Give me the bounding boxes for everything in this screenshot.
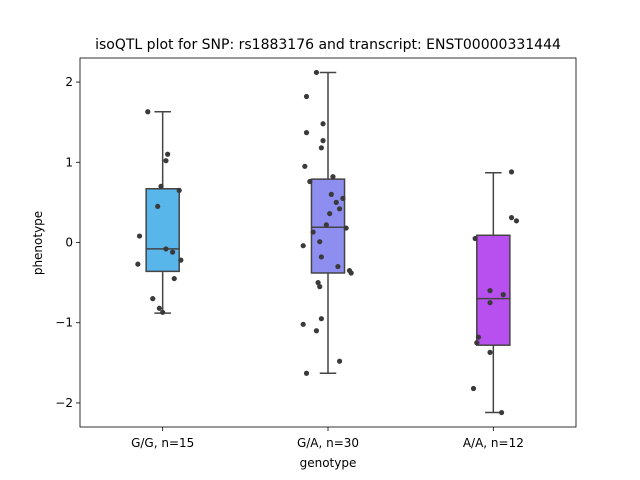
x-tick-label: G/A, n=30 bbox=[297, 436, 359, 450]
data-point bbox=[317, 239, 323, 245]
data-point bbox=[336, 206, 343, 212]
data-point bbox=[333, 199, 339, 205]
chart-title: isoQTL plot for SNP: rs1883176 and trans… bbox=[95, 37, 561, 53]
data-point bbox=[470, 385, 477, 392]
data-point bbox=[330, 174, 336, 180]
data-point bbox=[508, 169, 515, 175]
data-point bbox=[307, 178, 313, 185]
box-iqr bbox=[145, 188, 180, 273]
data-point bbox=[472, 235, 478, 242]
y-tick-label: 1 bbox=[65, 155, 73, 169]
data-point bbox=[323, 222, 329, 228]
y-axis-label: phenotype bbox=[31, 211, 45, 275]
data-point bbox=[474, 340, 480, 346]
data-point bbox=[343, 225, 349, 231]
data-point bbox=[487, 349, 493, 355]
data-point bbox=[499, 409, 505, 416]
data-point bbox=[318, 316, 324, 322]
data-point bbox=[163, 158, 169, 164]
data-point bbox=[318, 254, 324, 260]
data-point bbox=[145, 109, 151, 115]
y-tick-label: 2 bbox=[65, 75, 73, 89]
data-point bbox=[302, 163, 308, 169]
data-point bbox=[500, 292, 506, 298]
y-tick-label: −1 bbox=[55, 316, 73, 330]
data-point bbox=[158, 183, 164, 189]
data-point bbox=[150, 296, 156, 302]
data-point bbox=[178, 257, 184, 263]
data-point bbox=[513, 218, 520, 224]
data-point bbox=[135, 261, 141, 267]
data-point bbox=[475, 334, 482, 340]
data-point bbox=[155, 203, 161, 210]
data-point bbox=[303, 130, 310, 136]
data-point bbox=[136, 233, 143, 239]
data-point bbox=[169, 249, 176, 255]
data-point bbox=[327, 211, 333, 217]
data-point bbox=[320, 121, 326, 127]
y-tick-label: −2 bbox=[55, 396, 73, 410]
data-point bbox=[176, 187, 182, 193]
axes-frame bbox=[79, 57, 577, 428]
data-point bbox=[163, 246, 169, 252]
data-point bbox=[160, 309, 166, 315]
x-tick-label: G/G, n=15 bbox=[131, 436, 194, 450]
data-point bbox=[171, 275, 177, 282]
data-point bbox=[318, 145, 324, 151]
x-axis-label: genotype bbox=[300, 456, 357, 470]
data-point bbox=[303, 93, 310, 100]
data-point bbox=[335, 263, 341, 270]
data-point bbox=[313, 69, 320, 76]
y-tick-label: 0 bbox=[65, 236, 73, 250]
data-point bbox=[300, 243, 306, 249]
plot-area: 2 1 0 −1 −2 G/G, n=15 G/A, n=30 A/A, n=12 bbox=[55, 69, 524, 450]
data-point bbox=[310, 229, 316, 235]
data-point bbox=[508, 215, 515, 221]
data-point bbox=[303, 370, 310, 376]
data-point bbox=[328, 191, 334, 197]
data-point bbox=[487, 300, 493, 306]
data-point bbox=[300, 321, 306, 327]
data-point bbox=[340, 195, 346, 201]
data-point bbox=[320, 138, 326, 144]
data-point bbox=[336, 358, 343, 364]
x-tick-label: A/A, n=12 bbox=[463, 436, 524, 450]
data-point bbox=[313, 328, 320, 334]
data-point bbox=[317, 284, 323, 290]
data-point bbox=[487, 288, 493, 294]
data-point bbox=[348, 270, 354, 276]
data-point bbox=[156, 305, 162, 311]
box-iqr bbox=[476, 234, 511, 346]
data-point bbox=[315, 280, 321, 286]
data-point bbox=[165, 151, 171, 157]
